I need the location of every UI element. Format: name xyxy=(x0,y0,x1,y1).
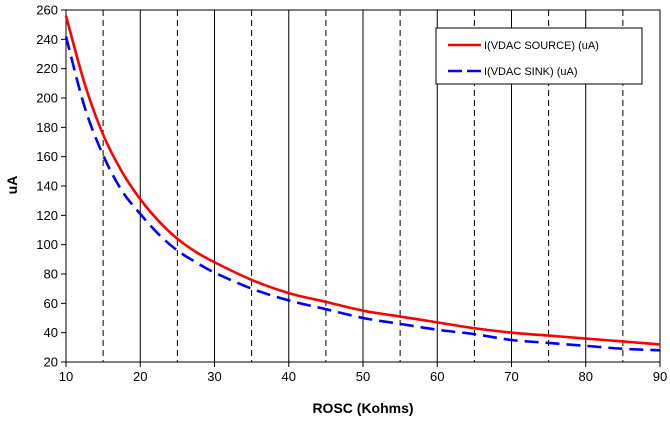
y-tick-label-240: 240 xyxy=(36,32,58,47)
x-tick-label-80: 80 xyxy=(579,369,593,384)
y-tick-label-100: 100 xyxy=(36,237,58,252)
x-tick-label-60: 60 xyxy=(430,369,444,384)
y-tick-label-140: 140 xyxy=(36,179,58,194)
x-axis-title: ROSC (Kohms) xyxy=(312,400,413,416)
x-tick-label-50: 50 xyxy=(356,369,370,384)
series-line-sink xyxy=(64,36,661,352)
y-tick-label-40: 40 xyxy=(44,325,58,340)
y-tick-label-160: 160 xyxy=(36,149,58,164)
y-tick-label-60: 60 xyxy=(44,296,58,311)
y-tick-label-20: 20 xyxy=(44,355,58,370)
y-tick-label-120: 120 xyxy=(36,208,58,223)
x-tick-label-90: 90 xyxy=(653,369,667,384)
y-tick-label-80: 80 xyxy=(44,267,58,282)
x-tick-label-10: 10 xyxy=(59,369,73,384)
y-tick-label-260: 260 xyxy=(36,3,58,18)
legend-label-sink: I(VDAC SINK) (uA) xyxy=(484,66,578,78)
series-line-source xyxy=(64,15,661,346)
y-tick-label-220: 220 xyxy=(36,61,58,76)
legend: I(VDAC SOURCE) (uA) I(VDAC SINK) (uA) xyxy=(435,27,643,85)
tick-layer: 10 20 30 40 50 60 70 80 902040608010012014016018… xyxy=(36,3,667,385)
x-tick-label-30: 30 xyxy=(207,369,221,384)
legend-box xyxy=(435,27,643,85)
x-tick-label-40: 40 xyxy=(282,369,296,384)
series-layer xyxy=(64,15,661,352)
y-axis-title: uA xyxy=(4,176,20,195)
x-tick-label-20: 20 xyxy=(133,369,147,384)
y-tick-label-180: 180 xyxy=(36,120,58,135)
legend-label-source: I(VDAC SOURCE) (uA) xyxy=(484,40,599,52)
y-tick-label-200: 200 xyxy=(36,91,58,106)
x-tick-label-70: 70 xyxy=(504,369,518,384)
